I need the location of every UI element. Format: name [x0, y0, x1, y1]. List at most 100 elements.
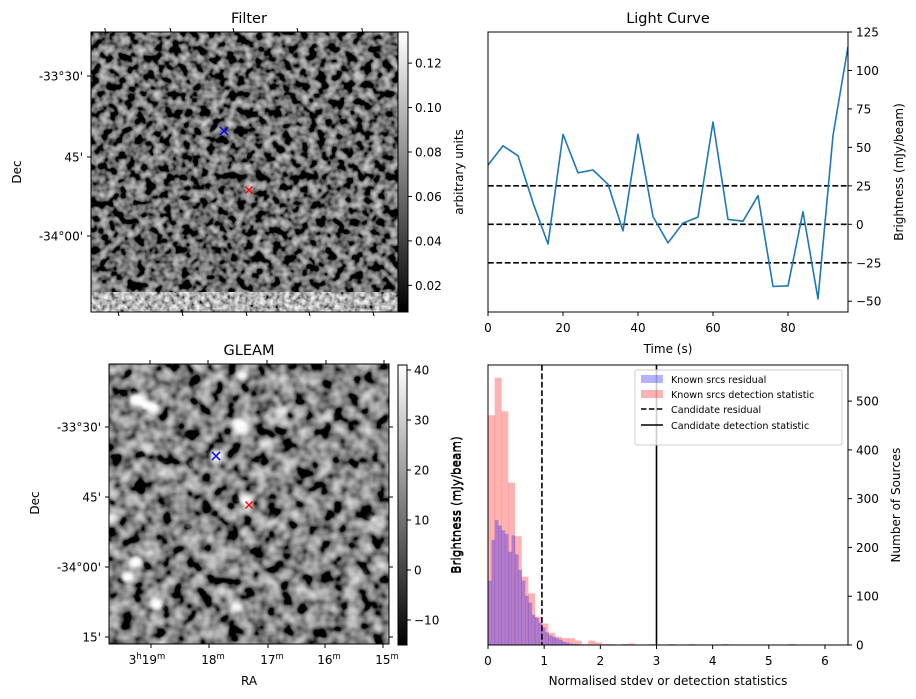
histogram-y-tick-label: 500 [856, 395, 879, 409]
detection-histogram-bar [588, 640, 596, 645]
residual-histogram-bar [541, 627, 546, 645]
light-curve-y-tick-label: 25 [856, 179, 871, 193]
filter-y-tick-label: -33°30' [39, 70, 83, 84]
residual-histogram-bar [508, 551, 512, 645]
residual-histogram-bar [545, 632, 549, 645]
gleam-source-blob [274, 404, 288, 416]
gleam-y-tick-label: -33°30' [57, 421, 101, 435]
detection-histogram-bar [548, 632, 556, 645]
filter-colorbar-tick-label: 0.06 [415, 190, 442, 204]
light-curve-x-tick-label: 80 [780, 321, 795, 335]
residual-histogram-bar [565, 642, 570, 645]
gleam-xlabel: RA [241, 674, 258, 688]
histogram-y-tick-label: 300 [856, 492, 879, 506]
histogram-ticks: 0 1 2 3 4 5 6 0 100 200 300 400 500 [484, 395, 879, 668]
legend-label-candidate-detection: Candidate detection statistic [671, 421, 809, 432]
histogram-x-tick-label: 4 [709, 654, 717, 668]
gleam-source-blob [368, 401, 380, 411]
residual-histogram-bar [528, 602, 533, 645]
histogram-x-tick-label: 0 [484, 654, 492, 668]
gleam-source-blob [354, 570, 366, 580]
gleam-source-blob [231, 602, 243, 612]
light-curve-y-tick-label: 100 [856, 64, 879, 78]
gleam-colorbar: −10 0 10 20 30 40 [397, 364, 439, 646]
residual-histogram-bar [525, 595, 529, 645]
residual-histogram-bar [555, 638, 560, 645]
filter-top-tick [296, 27, 299, 33]
legend-swatch-residual [641, 375, 663, 383]
light-curve-y-tick-label: −25 [856, 256, 881, 270]
gleam-frame [108, 363, 390, 645]
gleam-source-blob [129, 556, 143, 568]
light-curve-y-tick-label: −50 [856, 295, 881, 309]
filter-bottom-tick [117, 311, 120, 317]
residual-histogram-bar [501, 530, 506, 645]
histogram-frame [487, 364, 849, 646]
gleam-source-blob [155, 462, 165, 470]
detection-histogram-bar [554, 636, 562, 645]
gleam-source-blob [310, 379, 320, 387]
light-curve-y-tick-label: 50 [856, 141, 871, 155]
filter-bottom-tick [181, 311, 184, 317]
filter-axis-ticks: -33°30' 45' -34°00' [39, 27, 375, 317]
filter-colorbar-tick-label: 0.12 [415, 57, 442, 71]
gleam-source-blob [315, 441, 325, 449]
filter-marker-red [245, 186, 253, 194]
filter-top-tick [169, 27, 172, 33]
gleam-source-blob [260, 437, 272, 447]
histogram-x-tick-label: 5 [765, 654, 773, 668]
gleam-source-blob [150, 598, 164, 610]
gleam-colorbar-tick-label: 40 [414, 364, 429, 378]
detection-histogram-bar [528, 593, 536, 645]
filter-top-tick [232, 27, 235, 33]
gleam-y-tick-label: 15' [82, 631, 101, 645]
gleam-source-blob [368, 515, 378, 523]
legend-label-detection: Known srcs detection statistic [671, 390, 814, 401]
gleam-source-blob [188, 461, 198, 469]
histogram-x-tick-label: 6 [821, 654, 829, 668]
residual-histogram-bar [491, 540, 496, 645]
light-curve-x-tick-label: 60 [705, 321, 720, 335]
gleam-colorbar-tick-label: 20 [414, 464, 429, 478]
gleam-x-tick-label: 17m [260, 652, 284, 667]
filter-colorbar-tick-label: 0.04 [415, 234, 442, 248]
gleam-source-blob [146, 401, 160, 413]
detection-histogram-bar [514, 536, 522, 645]
histogram-y-tick-label: 400 [856, 443, 879, 457]
histogram-plot-area [488, 365, 796, 645]
detection-histogram-bar [541, 623, 549, 645]
light-curve-x-tick-label: 20 [555, 321, 570, 335]
light-curve-title: Light Curve [626, 11, 710, 27]
filter-colorbar-gradient [397, 31, 409, 313]
light-curve-ticks: 0 20 40 60 80 −50 −25 0 25 50 75 100 125 [484, 26, 881, 336]
histogram-x-tick-label: 3 [653, 654, 661, 668]
gleam-colorbar-tick-label: 0 [414, 564, 422, 578]
residual-histogram-bar [488, 580, 492, 645]
gleam-source-blob [109, 491, 118, 499]
gleam-source-blob [266, 516, 278, 526]
light-curve-plot-area [488, 46, 848, 300]
gleam-x-tick-label: 15m [375, 652, 399, 667]
gleam-source-blob [121, 571, 135, 583]
gleam-colorbar-tick-label: −10 [414, 614, 439, 628]
filter-ylabel: Dec [10, 160, 24, 183]
gleam-colorbar-tick-label: 10 [414, 514, 429, 528]
gleam-y-tick-label: -34°00' [57, 561, 101, 575]
filter-panel: Filter -33°30'45'-34°00' Dec 0.020.040.0… [10, 11, 466, 317]
light-curve-y-tick-label: 125 [856, 26, 879, 40]
filter-bottom-tick [308, 311, 311, 317]
residual-histogram-bar [511, 535, 516, 645]
detection-histogram-bar [594, 642, 602, 645]
residual-histogram-bar [504, 533, 509, 645]
gleam-marker-red [245, 501, 253, 509]
histogram-y-tick-label: 0 [856, 639, 864, 653]
gleam-title: GLEAM [224, 343, 275, 359]
detection-histogram-bar [574, 640, 582, 645]
gleam-x-tick-label: 16m [317, 652, 341, 667]
gleam-axis-ticks: 3h19m 18m 17m 16m 15m -33°30' 45' -34°00' 15' [57, 360, 399, 667]
histogram-x-tick-label: 2 [597, 654, 605, 668]
detection-histogram-bar [521, 576, 529, 645]
gleam-source-blob [322, 413, 334, 423]
residual-histogram-bar [548, 635, 553, 645]
